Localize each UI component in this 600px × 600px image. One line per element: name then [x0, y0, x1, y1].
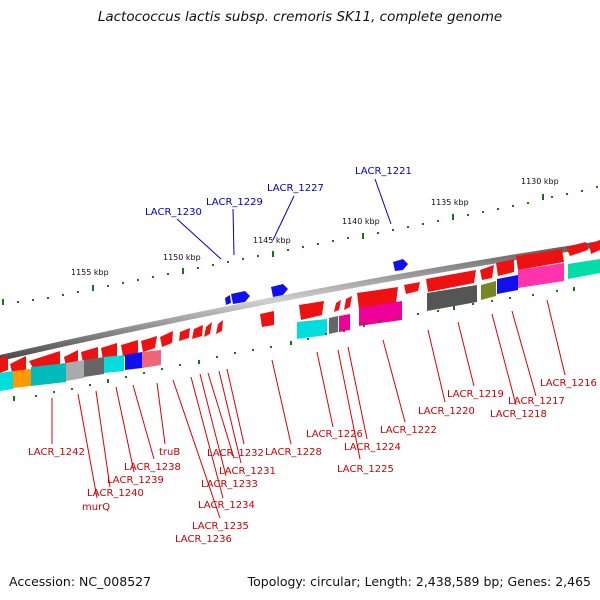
- gene-label: LACR_1230: [145, 207, 202, 218]
- outer-tick-ring: [2, 186, 598, 305]
- gene-label: LACR_1225: [337, 464, 394, 475]
- map-title: Lactococcus lactis subsp. cremoris SK11,…: [97, 9, 503, 25]
- gene-label: LACR_1217: [508, 396, 565, 407]
- gene-label: LACR_1219: [447, 389, 504, 400]
- gene-label: LACR_1227: [267, 183, 324, 194]
- lower-leader-lines: [51, 299, 566, 519]
- gene-label: LACR_1228: [265, 447, 322, 458]
- gene-label: LACR_1239: [107, 475, 164, 486]
- gene-label: LACR_1221: [355, 166, 412, 177]
- gene-label: LACR_1224: [344, 442, 401, 453]
- gene-label: LACR_1240: [87, 488, 144, 499]
- kbp-label: 1155 kbp: [71, 268, 109, 277]
- gene-label: LACR_1234: [198, 500, 255, 511]
- gene-label: LACR_1229: [206, 197, 263, 208]
- gene-label: LACR_1216: [540, 378, 597, 389]
- gene-label: LACR_1220: [418, 406, 475, 417]
- genome-backbone: [0, 241, 600, 361]
- kbp-label: 1140 kbp: [342, 217, 380, 226]
- forward-strand-genes: [0, 240, 600, 373]
- kbp-label: 1135 kbp: [431, 198, 469, 207]
- gene-label: LACR_1233: [201, 479, 258, 490]
- reverse-strand-genes: [225, 259, 408, 305]
- accession-text: Accession: NC_008527: [9, 574, 152, 589]
- gene-label: LACR_1235: [192, 521, 249, 532]
- kbp-label: 1130 kbp: [521, 177, 559, 186]
- inner-tick-ring: [13, 287, 575, 401]
- upper-leader-lines: [176, 178, 392, 260]
- gene-label: LACR_1222: [380, 425, 437, 436]
- cog-category-boxes: [0, 259, 600, 391]
- gene-label: LACR_1231: [219, 466, 276, 477]
- gene-label: LACR_1226: [306, 429, 363, 440]
- gene-label: LACR_1218: [490, 409, 547, 420]
- gene-label: murQ: [82, 502, 110, 513]
- kbp-label: 1150 kbp: [163, 253, 201, 262]
- kbp-label: 1145 kbp: [253, 236, 291, 245]
- gene-label: LACR_1236: [175, 534, 232, 545]
- gene-label: LACR_1242: [28, 447, 85, 458]
- gene-label: LACR_1238: [124, 462, 181, 473]
- gene-label: truB: [159, 447, 180, 458]
- gene-label: LACR_1232: [207, 448, 264, 459]
- genome-summary-text: Topology: circular; Length: 2,438,589 bp…: [247, 574, 591, 589]
